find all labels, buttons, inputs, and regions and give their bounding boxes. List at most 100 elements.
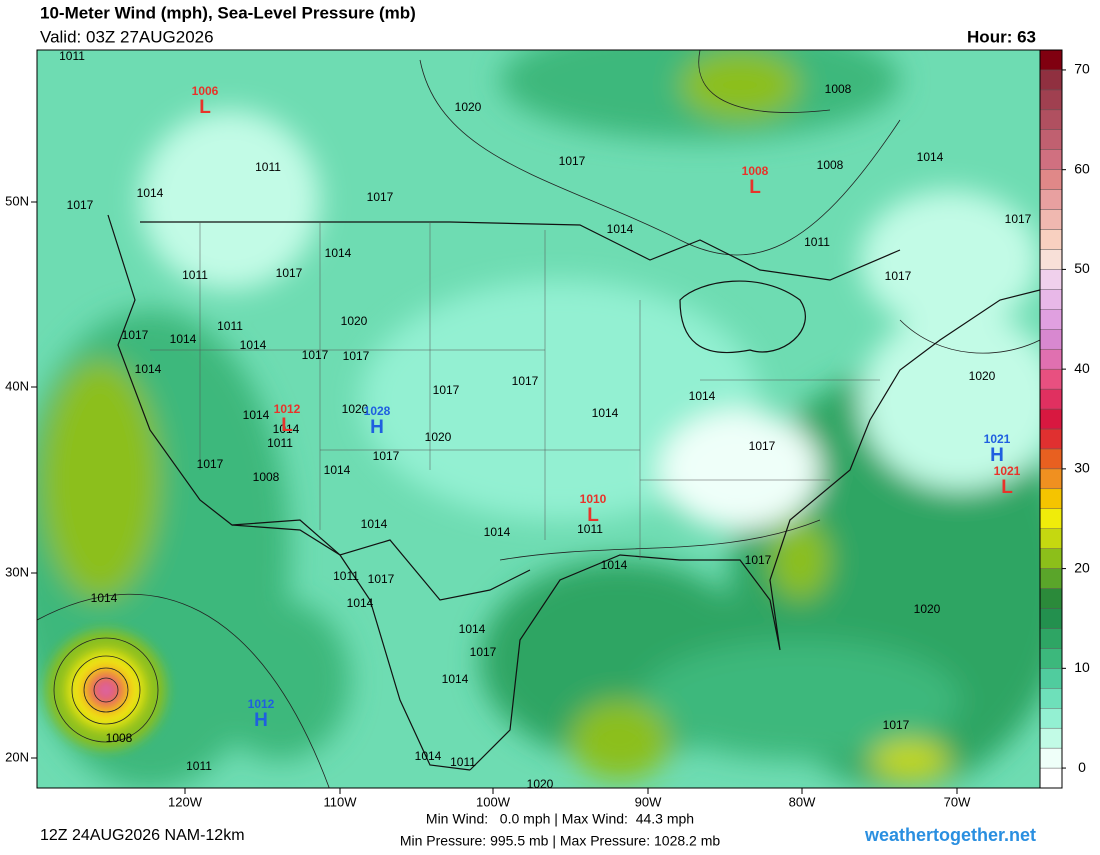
isobar-label: 1014	[484, 525, 511, 539]
shade	[140, 110, 320, 290]
coastline	[469, 289, 1040, 771]
colorbar-bin	[1039, 189, 1063, 210]
map-axes: 120W 110W 100W 90W 80W 70W 50N 40N 30N 20N	[5, 193, 971, 809]
border	[140, 221, 901, 281]
colorbar-tick-label: 60	[1074, 160, 1090, 176]
isobar-label: 1017	[197, 457, 224, 471]
isobar-label: 1011	[804, 235, 830, 249]
isobar-label: 1017	[559, 154, 586, 168]
isobar-label: 1017	[745, 553, 772, 567]
isobar-label: 1014	[361, 517, 388, 531]
isobar-label: 1014	[601, 558, 628, 572]
colorbar-bin	[1039, 89, 1063, 111]
isobar-label: 1020	[969, 369, 996, 383]
isobar-label: 1017	[367, 190, 394, 204]
isobar-label: 1017	[343, 349, 370, 363]
colorbar-bin	[1039, 727, 1063, 749]
center-pressure: 1010	[580, 492, 607, 506]
isobar	[93, 677, 119, 703]
isobar-label: 1017	[302, 348, 329, 362]
isobar-label: 1011	[59, 49, 85, 63]
lon-label: 90W	[635, 794, 662, 809]
isobar-label: 1011	[577, 522, 603, 536]
colorbar-bin	[1039, 309, 1063, 330]
shade	[660, 410, 820, 530]
isobar-label: 1014	[170, 332, 197, 346]
isobar-label: 1020	[455, 100, 482, 114]
hurricane	[46, 630, 166, 750]
colorbar-tick-label: 20	[1074, 559, 1090, 575]
colorbar-bin	[1039, 388, 1063, 410]
model-run: 12Z 24AUG2026 NAM-12km	[40, 827, 245, 844]
border	[231, 519, 531, 601]
isobar	[419, 59, 901, 256]
colorbar-bin	[1039, 269, 1063, 290]
isobar	[698, 50, 831, 113]
lat-label: 50N	[5, 193, 29, 208]
colorbar: 0 10 20 30 40 50 60 70	[1039, 49, 1090, 789]
colorbar-bin	[1039, 428, 1063, 450]
colorbar-bin	[1039, 69, 1063, 91]
colorbar-bin	[1039, 368, 1063, 390]
isobars	[37, 50, 1040, 788]
center-pressure: 1028	[364, 404, 391, 418]
center-pressure: 1021	[994, 464, 1021, 478]
colorbar-bin	[1039, 109, 1063, 130]
colorbar-bin	[1039, 548, 1063, 569]
isobar-label: 1014	[607, 222, 634, 236]
isobar-label: 1014	[135, 362, 162, 376]
lon-label: 70W	[944, 794, 971, 809]
shade	[210, 600, 350, 760]
colorbar-tick-label: 10	[1074, 659, 1090, 675]
lon-label: 100W	[476, 794, 511, 809]
isobar	[53, 637, 159, 743]
wind-stats: Min Wind: 0.0 mph | Max Wind: 44.3 mph	[426, 811, 694, 827]
isobar-label: 1020	[425, 430, 452, 444]
isobar-label: 1014	[347, 596, 374, 610]
isobar	[37, 593, 330, 788]
isobar-label: 1017	[368, 572, 395, 586]
center-symbol: L	[587, 505, 599, 526]
shade	[360, 280, 760, 520]
center-symbol: L	[199, 97, 211, 118]
isobar-label: 1017	[749, 439, 776, 453]
shade	[860, 190, 1040, 330]
isobar-label: 1017	[883, 718, 910, 732]
center-symbol: H	[254, 710, 268, 731]
map-field	[37, 50, 1040, 788]
center-symbol: H	[370, 417, 384, 438]
isobar-label: 1014	[917, 150, 944, 164]
state-line	[150, 222, 880, 560]
colorbar-bin	[1039, 528, 1063, 549]
isobar-label: 1017	[276, 266, 303, 280]
shade	[570, 700, 670, 780]
center-pressure: 1012	[274, 402, 301, 416]
colorbar-bin	[1039, 249, 1063, 270]
colorbar-bin	[1039, 628, 1063, 649]
colorbar-bin	[1039, 348, 1063, 370]
colorbar-bin	[1039, 169, 1063, 190]
shade	[680, 50, 800, 120]
isobar-label: 1014	[325, 246, 352, 260]
colorbar-tick-label: 40	[1074, 360, 1090, 376]
colorbar-bin	[1039, 448, 1063, 470]
colorbar-bin	[1039, 588, 1063, 609]
shade	[870, 740, 950, 780]
colorbar-bin	[1039, 408, 1063, 430]
isobar-label: 1017	[512, 374, 539, 388]
center-pressure: 1021	[984, 432, 1011, 446]
isobar-label: 1020	[341, 314, 368, 328]
isobar	[83, 667, 129, 713]
colorbar-tick-label: 30	[1074, 460, 1090, 476]
isobar-label: 1014	[91, 591, 118, 605]
valid-time: Valid: 03Z 27AUG2026	[40, 27, 214, 46]
isobar-label: 1017	[470, 645, 497, 659]
site-link[interactable]: weathertogether.net	[864, 825, 1036, 845]
isobar-label: 1014	[240, 338, 267, 352]
lon-label: 110W	[324, 794, 358, 809]
shade	[860, 310, 1040, 490]
